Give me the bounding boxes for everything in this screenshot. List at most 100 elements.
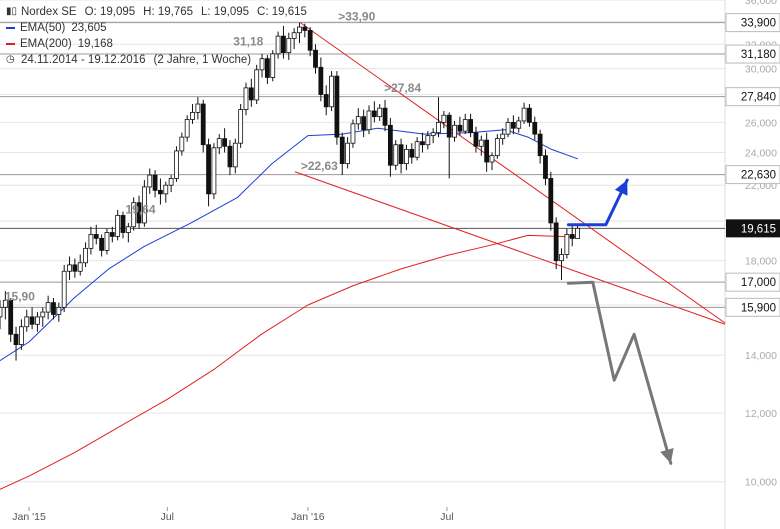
candle	[2, 291, 8, 320]
candle-body	[334, 75, 340, 138]
candle-body	[452, 124, 457, 138]
candle-body	[329, 75, 334, 108]
candle	[248, 78, 254, 107]
candle-body	[227, 145, 233, 168]
candle-body	[56, 306, 62, 315]
candle	[553, 217, 559, 270]
period-detail: (2 Jahre, 1 Woche)	[153, 54, 252, 66]
candle	[339, 132, 345, 176]
candle-body	[232, 142, 238, 168]
candle	[281, 25, 286, 59]
candle-body	[387, 124, 393, 166]
candle	[494, 134, 500, 159]
candlesticks	[0, 22, 580, 361]
clock-icon: ◷	[6, 54, 15, 65]
price-annotation: >27,84	[384, 81, 421, 95]
ema200-swatch	[6, 43, 15, 45]
y-tick-label: 24,000	[745, 147, 777, 159]
candle	[83, 242, 88, 267]
candle	[152, 170, 158, 198]
candle	[446, 112, 452, 179]
candle-body	[350, 123, 356, 144]
price-annotation: 19,64	[126, 203, 156, 217]
candle	[206, 138, 211, 207]
candle	[564, 228, 570, 259]
candle-body	[366, 110, 372, 131]
candle	[318, 57, 324, 102]
candle-body	[72, 264, 78, 272]
candle	[238, 104, 244, 148]
candle	[527, 104, 532, 127]
candle-body	[29, 316, 35, 325]
candle	[436, 97, 441, 138]
candle-body	[361, 116, 367, 131]
candle-body	[291, 32, 297, 39]
candle-body	[168, 178, 174, 186]
candle-body	[275, 35, 281, 55]
candle	[125, 222, 131, 243]
candle-body	[77, 262, 83, 272]
y-tick-label: 18,000	[745, 256, 777, 268]
candle-body	[307, 30, 313, 51]
candle-body	[468, 119, 474, 134]
candle	[227, 140, 233, 176]
candle	[414, 137, 420, 161]
candle-body	[195, 103, 201, 113]
candle	[425, 131, 431, 150]
candle	[254, 64, 260, 105]
candle-body	[318, 66, 324, 95]
candle-body	[377, 107, 383, 118]
candle	[548, 171, 554, 231]
candle	[168, 175, 174, 193]
candle-body	[174, 150, 179, 179]
candle	[109, 226, 115, 243]
candle-body	[99, 237, 105, 251]
chart-legend: ▮▯ Nordex SE O: 19,095 H: 19,765 L: 19,0…	[6, 4, 307, 68]
low-label: L:	[201, 6, 211, 18]
candle-body	[115, 215, 121, 237]
candle	[457, 116, 463, 136]
candle	[264, 55, 270, 84]
candle	[569, 224, 575, 247]
candle-body	[40, 311, 46, 318]
candle-body	[136, 202, 142, 224]
candle	[67, 256, 72, 280]
candle-body	[147, 174, 153, 188]
candle	[329, 71, 334, 111]
candle	[323, 85, 329, 116]
level-label: 31,180	[741, 49, 776, 61]
candle-body	[339, 136, 345, 165]
candle-body	[532, 121, 538, 135]
candle	[131, 197, 137, 231]
candle-body	[425, 135, 431, 146]
candle	[136, 195, 142, 229]
candle	[516, 116, 522, 133]
candle	[355, 108, 361, 130]
candle-body	[286, 38, 292, 54]
candle-body	[125, 226, 131, 233]
projection-down-path	[566, 280, 673, 465]
candle-body	[120, 215, 126, 233]
candle-body	[393, 144, 399, 166]
candle	[291, 28, 297, 50]
candle-body	[420, 141, 425, 146]
candle	[0, 300, 3, 330]
candle-body	[505, 121, 511, 135]
ema200-label: EMA(200)	[20, 38, 72, 50]
candle	[387, 118, 393, 177]
candle-body	[382, 107, 388, 126]
candle-body	[211, 147, 217, 195]
candle	[505, 118, 511, 138]
candle	[361, 109, 367, 138]
close-value: 19,615	[271, 6, 307, 18]
candle-body	[45, 302, 51, 313]
candle	[259, 53, 265, 78]
candle	[190, 104, 195, 124]
level-label: 17,000	[741, 277, 776, 289]
candle	[51, 297, 56, 320]
candle	[222, 128, 228, 153]
x-tick-label: Jul	[161, 511, 174, 523]
candle	[72, 258, 78, 278]
candle	[141, 180, 147, 227]
candle-body	[409, 148, 415, 158]
